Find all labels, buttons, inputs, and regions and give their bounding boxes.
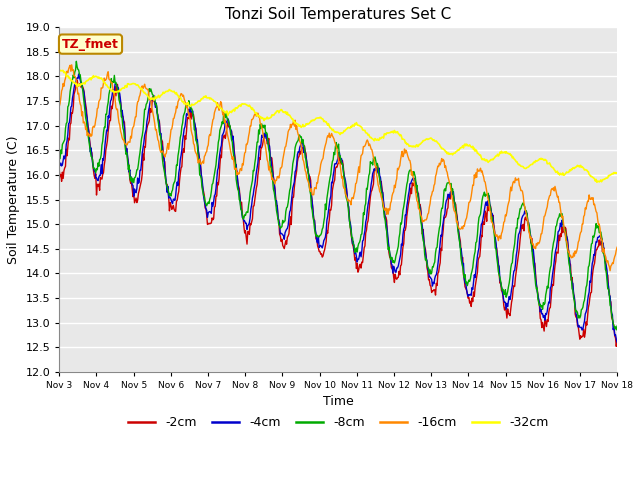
Legend: -2cm, -4cm, -8cm, -16cm, -32cm: -2cm, -4cm, -8cm, -16cm, -32cm	[123, 411, 554, 434]
X-axis label: Time: Time	[323, 396, 353, 408]
Y-axis label: Soil Temperature (C): Soil Temperature (C)	[7, 135, 20, 264]
Title: Tonzi Soil Temperatures Set C: Tonzi Soil Temperatures Set C	[225, 7, 451, 22]
Text: TZ_fmet: TZ_fmet	[62, 37, 119, 50]
